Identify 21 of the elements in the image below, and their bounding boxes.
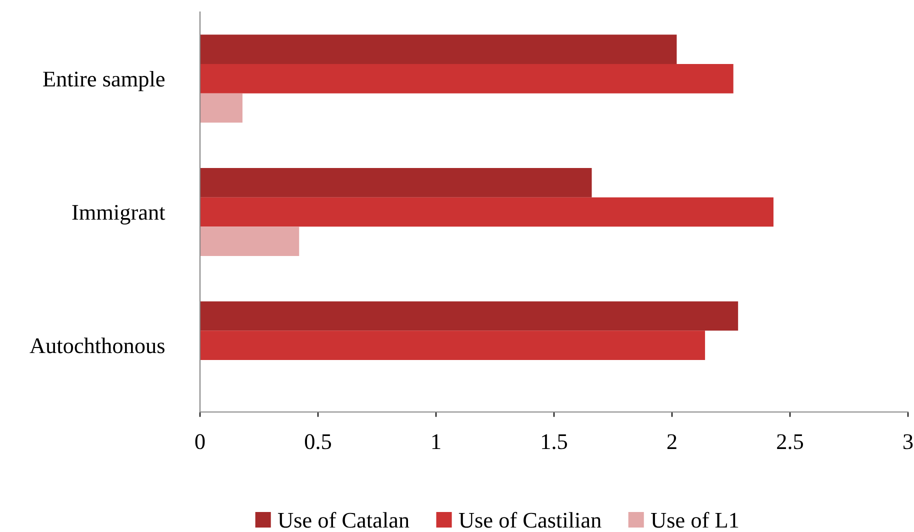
bar	[200, 197, 774, 227]
x-tick-label: 2	[667, 434, 676, 449]
bar	[200, 301, 738, 331]
bar	[200, 93, 242, 123]
x-tick-label: 0	[195, 434, 205, 450]
legend-label: Use of L1	[651, 512, 738, 528]
y-tick-label: Entire sample	[43, 70, 165, 92]
bar	[200, 226, 300, 256]
x-tick-label: 1	[432, 434, 440, 449]
bar	[200, 64, 734, 94]
x-tick-label: 3	[904, 434, 913, 450]
bar	[200, 34, 677, 64]
x-tick-label: 0.5	[304, 434, 332, 450]
legend-label: Use of Catalan	[278, 512, 410, 528]
bar	[200, 168, 592, 198]
x-tick-label: 1.5	[542, 434, 568, 450]
y-tick-label: Autochthonous	[30, 338, 164, 354]
legend-label: Use of Castilian	[458, 512, 602, 528]
y-tick-label: Immigrant	[72, 204, 166, 224]
bar	[200, 330, 706, 360]
x-tick-label: 2.5	[777, 434, 804, 450]
